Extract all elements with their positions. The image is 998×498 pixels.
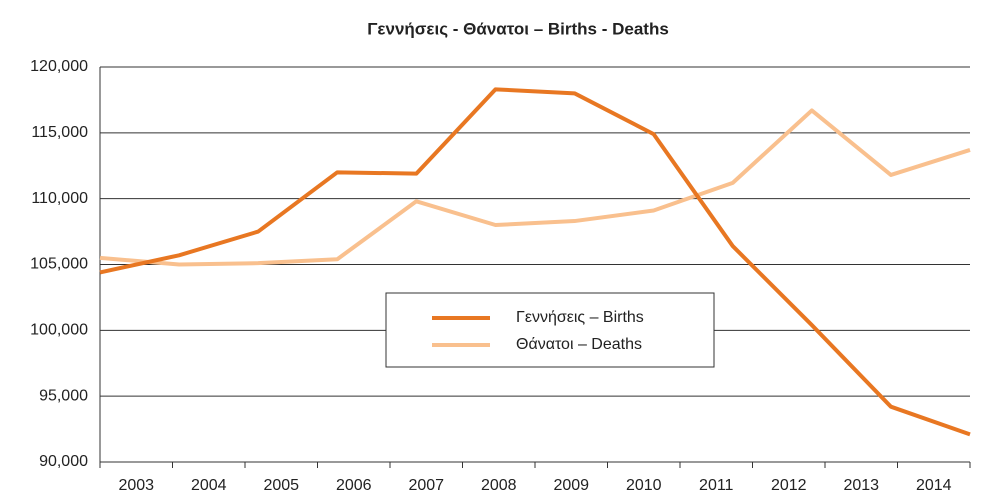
y-tick-label: 90,000 [39,453,88,470]
y-tick-label: 95,000 [39,387,88,404]
y-tick-label: 115,000 [31,124,88,141]
y-tick-label: 105,000 [30,256,88,273]
chart-title: Γεννήσεις - Θάνατοι – Births - Deaths [367,19,669,38]
y-tick-label: 110,000 [31,190,88,207]
series-line [99,108,971,267]
x-tick-label: 2006 [336,477,372,494]
y-tick-label: 120,000 [30,58,88,75]
x-tick-label: 2008 [481,477,517,494]
x-tick-label: 2004 [191,477,227,494]
legend-box [385,292,715,368]
legend: Γεννήσεις – Births Θάνατοι – Deaths [385,292,715,368]
series-line [99,87,971,437]
x-tick-label: 2013 [843,477,879,494]
x-tick-label: 2003 [118,477,154,494]
x-tick-label: 2005 [263,477,299,494]
x-tick-label: 2011 [699,477,734,494]
x-tick-label: 2009 [553,477,589,494]
legend-label: Γεννήσεις – Births [516,309,644,326]
x-tick-label: 2014 [916,477,952,494]
y-tick-label: 100,000 [30,322,88,339]
legend-label: Θάνατοι – Deaths [516,336,642,353]
x-tick-label: 2007 [408,477,444,494]
x-tick-label: 2012 [771,477,807,494]
x-tick-label: 2010 [626,477,662,494]
